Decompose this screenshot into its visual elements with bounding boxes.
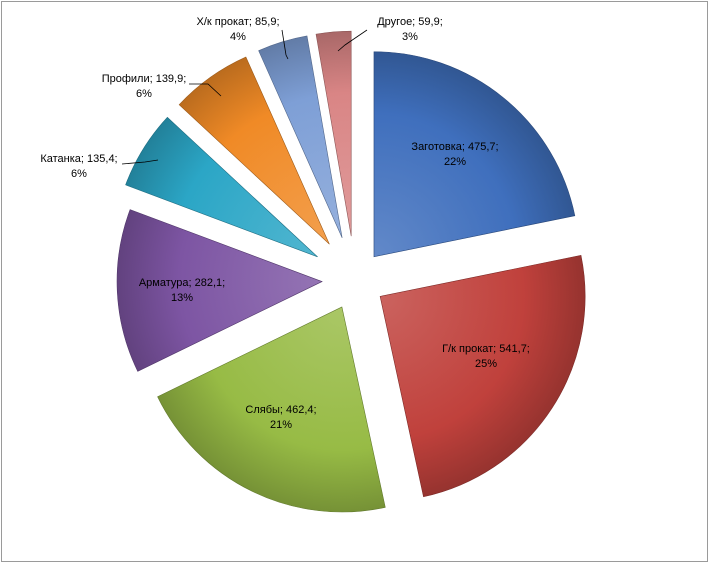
leader-line [189, 83, 222, 97]
data-label: Катанка; 135,4; 6% [40, 153, 117, 180]
pie-slice [157, 306, 386, 513]
data-label: Другое; 59,9; 3% [377, 16, 443, 43]
pie-slice [116, 209, 323, 372]
pie-slice [373, 51, 576, 258]
pie-slice [258, 35, 343, 239]
leader-line [281, 29, 289, 60]
data-label: Слябы; 462,4; 21% [245, 404, 316, 431]
data-label: Заготовка; 475,7; 22% [411, 141, 498, 168]
pie-slice [178, 56, 330, 245]
pie-slice [315, 30, 352, 237]
data-label: Профили; 139,9; 6% [102, 73, 187, 100]
pie-slice [125, 116, 318, 258]
leader-line [121, 159, 159, 165]
data-label: Х/к прокат; 85,9; 4% [197, 16, 280, 43]
pie-slice [379, 254, 586, 498]
data-label: Арматура; 282,1; 13% [139, 277, 225, 304]
leader-line [337, 29, 368, 52]
data-label: Г/к прокат; 541,7; 25% [442, 343, 530, 370]
